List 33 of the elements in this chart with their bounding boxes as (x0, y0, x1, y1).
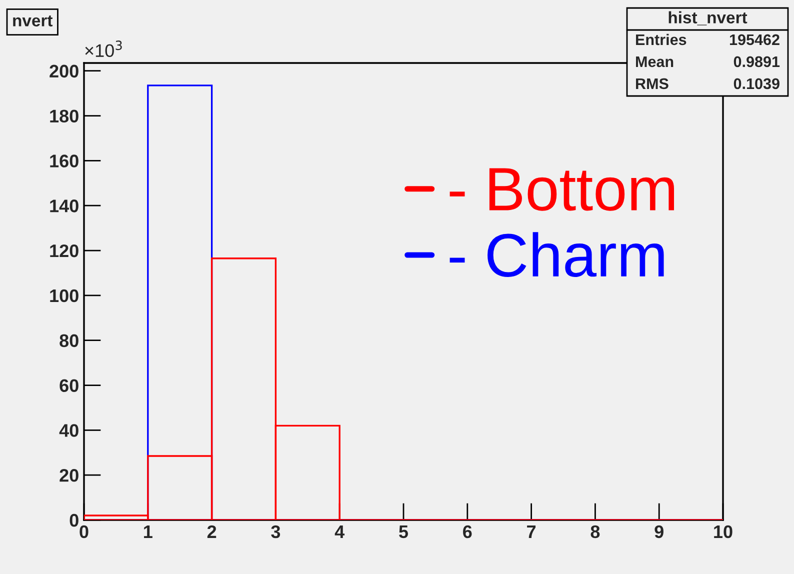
x-tick-label: 9 (654, 525, 664, 538)
y-tick-label: 40 (59, 424, 78, 437)
x-tick-label: 3 (271, 525, 280, 538)
x-tick-label: 7 (527, 526, 536, 538)
y-tick-label: 200 (50, 64, 78, 78)
x-tick-label: 4 (334, 526, 345, 538)
x-tick-label: 0 (80, 525, 88, 538)
text: Entries (636, 34, 686, 46)
y-tick-label: 80 (60, 334, 78, 348)
x-tick-label: 6 (463, 525, 472, 538)
y-tick-label: 60 (60, 379, 78, 392)
x-tick-label: 2 (207, 525, 216, 538)
legend-label: - Bottom (450, 168, 674, 211)
text: 0.9891 (734, 56, 780, 68)
x-tick-label: 10 (714, 525, 732, 538)
x-tick-label: 8 (590, 525, 600, 538)
y-tick-label: 120 (50, 244, 78, 258)
y-tick-label: 140 (50, 200, 78, 212)
text: 0.1039 (734, 78, 780, 90)
chart-title: nvert (13, 15, 53, 26)
text: 195462 (730, 34, 780, 46)
y-tick-label: 0 (70, 514, 78, 527)
text: hist_nvert (668, 11, 748, 26)
legend-label: - Charm (450, 232, 664, 277)
annotation: RMS (636, 78, 668, 90)
x-tick-label: 1 (144, 526, 152, 538)
y-tick-label: 20 (60, 469, 78, 482)
x-tick-label: 5 (399, 526, 408, 538)
annotation: Mean (636, 56, 674, 68)
y-tick-label: 180 (50, 110, 78, 122)
y-tick-label: 160 (50, 154, 78, 168)
text: ×10$^{3}$ (85, 40, 122, 58)
y-tick-label: 100 (50, 289, 78, 302)
